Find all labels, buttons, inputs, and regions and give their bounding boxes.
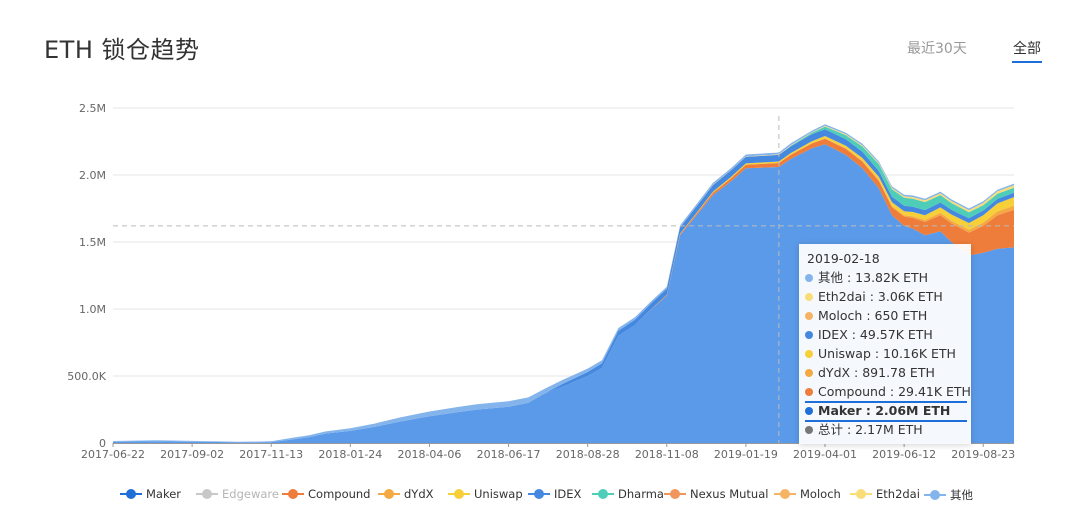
legend-label: 其他 <box>950 488 973 502</box>
legend-marker-icon <box>774 489 796 499</box>
tooltip-highlight-line <box>805 420 967 422</box>
legend-item-idex[interactable]: IDEX <box>528 487 581 501</box>
series-area-maker <box>113 144 1014 443</box>
tooltip-row-label: Eth2dai : 3.06K ETH <box>818 289 943 304</box>
legend-marker-icon <box>378 489 400 499</box>
legend-label: Compound <box>308 487 371 501</box>
legend-marker-icon <box>120 489 142 499</box>
x-tick-label: 2017-11-13 <box>239 448 303 461</box>
y-tick-label: 500.0K <box>67 370 106 383</box>
tooltip-row: Maker : 2.06M ETH <box>805 402 950 420</box>
legend-label: dYdX <box>404 487 434 501</box>
series-dot-icon <box>805 350 813 358</box>
y-tick-label: 1.0M <box>79 303 106 316</box>
legend-label: Dharma <box>618 487 664 501</box>
crosshair <box>113 116 1014 443</box>
x-tick-label: 2018-01-24 <box>318 448 382 461</box>
tooltip-row-label: 总计 : 2.17M ETH <box>818 422 923 437</box>
y-tick-label: 2.0M <box>79 169 106 182</box>
legend-marker-icon <box>664 489 686 499</box>
tooltip-row: 其他 : 13.82K ETH <box>805 269 928 287</box>
legend-marker-icon <box>850 489 872 499</box>
legend-label: Eth2dai <box>876 487 920 501</box>
legend-item-dydx[interactable]: dYdX <box>378 487 434 501</box>
series-dot-icon <box>805 407 813 415</box>
tooltip-row: Moloch : 650 ETH <box>805 307 927 325</box>
tooltip-row-label: IDEX : 49.57K ETH <box>818 327 933 342</box>
y-tick-label: 1.5M <box>79 236 106 249</box>
legend-label: Edgeware <box>222 487 279 501</box>
x-tick-label: 2018-11-08 <box>635 448 699 461</box>
legend-item-uniswap[interactable]: Uniswap <box>448 487 523 501</box>
legend-item-moloch[interactable]: Moloch <box>774 487 841 501</box>
legend-label: IDEX <box>554 487 582 501</box>
x-tick-label: 2017-06-22 <box>81 448 145 461</box>
tooltip-highlight-line <box>805 401 967 403</box>
legend-marker-icon <box>282 489 304 499</box>
chart-tooltip: 2019-02-18 其他 : 13.82K ETH Eth2dai : 3.06… <box>799 244 971 444</box>
tooltip-row-label: Maker : 2.06M ETH <box>818 403 951 418</box>
tooltip-date: 2019-02-18 <box>807 251 880 266</box>
tooltip-row-label: Moloch : 650 ETH <box>818 308 928 323</box>
x-tick-label: 2019-06-12 <box>872 448 936 461</box>
legend-marker-icon <box>924 490 946 500</box>
y-tick-label: 2.5M <box>79 102 106 115</box>
tooltip-row: Uniswap : 10.16K ETH <box>805 345 956 363</box>
y-axis-labels: 0 500.0K 1.0M 1.5M 2.0M 2.5M <box>67 102 106 450</box>
legend-item-dharma[interactable]: Dharma <box>592 487 664 501</box>
legend-item-maker[interactable]: Maker <box>120 487 181 501</box>
page-title: ETH 锁仓趋势 <box>44 36 200 64</box>
legend-label: Moloch <box>800 487 841 501</box>
legend-item-其他[interactable]: 其他 <box>924 487 973 503</box>
tooltip-row-label: dYdX : 891.78 ETH <box>818 365 935 380</box>
x-tick-label: 2018-08-28 <box>556 448 620 461</box>
range-tab-all[interactable]: 全部 <box>1012 38 1042 63</box>
series-dot-icon <box>805 274 813 282</box>
range-tab-30-days[interactable]: 最近30天 <box>907 41 967 57</box>
tooltip-row-label: 其他 : 13.82K ETH <box>818 270 929 285</box>
x-tick-label: 2018-06-17 <box>477 448 541 461</box>
series-dot-icon <box>805 312 813 320</box>
x-tick-label: 2018-04-06 <box>397 448 461 461</box>
tooltip-row: 总计 : 2.17M ETH <box>805 421 923 439</box>
series-dot-icon <box>805 369 813 377</box>
legend-marker-icon <box>448 489 470 499</box>
y-tick-label: 0 <box>99 437 106 450</box>
legend-label: Maker <box>146 487 182 501</box>
x-tick-label: 2017-09-02 <box>160 448 224 461</box>
legend-marker-icon <box>592 489 614 499</box>
series-dot-icon <box>805 331 813 339</box>
x-tick-label: 2019-04-01 <box>793 448 857 461</box>
tooltip-row: dYdX : 891.78 ETH <box>805 364 935 382</box>
legend-item-eth2dai[interactable]: Eth2dai <box>850 487 920 501</box>
tooltip-row: IDEX : 49.57K ETH <box>805 326 933 344</box>
tooltip-row: Eth2dai : 3.06K ETH <box>805 288 943 306</box>
series-dot-icon <box>805 426 813 434</box>
x-tick-label: 2019-08-23 <box>951 448 1015 461</box>
tooltip-row: Compound : 29.41K ETH <box>805 383 971 401</box>
legend-marker-icon <box>196 489 218 499</box>
stacked-areas <box>113 124 1014 443</box>
legend-item-compound[interactable]: Compound <box>282 487 370 501</box>
tooltip-row-label: Uniswap : 10.16K ETH <box>818 346 956 361</box>
legend-item-edgeware[interactable]: Edgeware <box>196 487 279 501</box>
legend-label: Nexus Mutual <box>690 487 769 501</box>
series-dot-icon <box>805 388 813 396</box>
x-tick-label: 2019-01-19 <box>714 448 778 461</box>
series-dot-icon <box>805 293 813 301</box>
x-axis-labels: 2017-06-22 2017-09-02 2017-11-13 2018-01-24… <box>81 448 1015 461</box>
legend-label: Uniswap <box>474 487 523 501</box>
tooltip-row-label: Compound : 29.41K ETH <box>818 384 971 399</box>
legend-item-nexus-mutual[interactable]: Nexus Mutual <box>664 487 768 501</box>
legend-marker-icon <box>528 489 550 499</box>
